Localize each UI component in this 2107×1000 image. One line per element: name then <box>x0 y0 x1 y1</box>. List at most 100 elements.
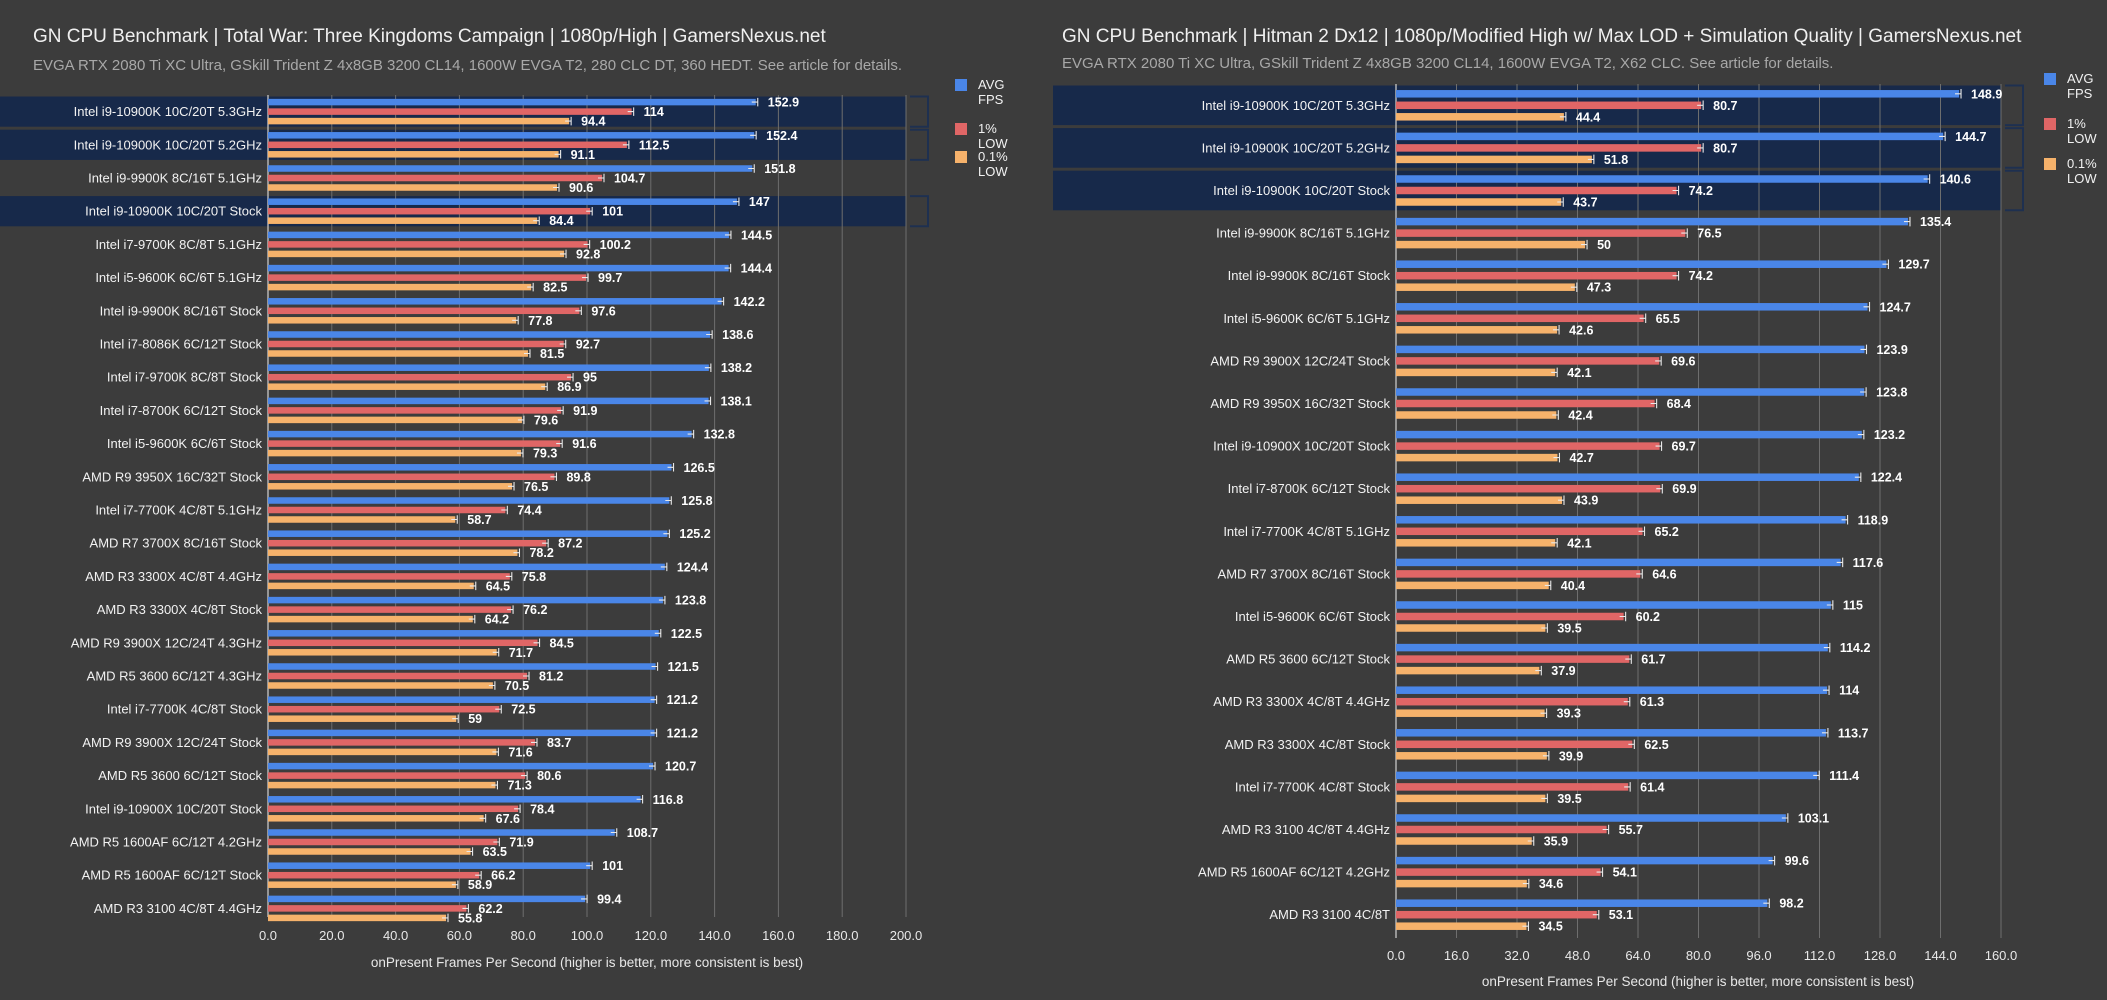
error-bar <box>1592 909 1600 920</box>
data-label: 113.7 <box>1838 726 1869 740</box>
legend-label: 1% LOW <box>978 121 1008 151</box>
bar-avg-fps <box>268 397 709 405</box>
error-bar <box>586 861 593 870</box>
error-bar <box>687 429 695 439</box>
legend-swatch <box>2044 73 2056 85</box>
category-label: Intel i5-9600K 6C/6T 5.1GHz <box>1223 311 1390 326</box>
bar-1-low <box>268 241 588 248</box>
data-label: 103.1 <box>1798 812 1829 826</box>
category-label: AMD R3 3100 4C/8T <box>1269 907 1390 922</box>
data-label: 91.9 <box>573 404 597 418</box>
bar-avg-fps <box>268 198 737 205</box>
bar-0-1-low <box>268 250 565 258</box>
error-bar <box>479 814 487 823</box>
category-label: Intel i7-7700K 4C/8T Stock <box>1235 779 1391 794</box>
data-label: 55.7 <box>1619 823 1643 837</box>
x-tick-label: 100.0 <box>571 928 604 943</box>
bar-1-low <box>1396 868 1601 876</box>
data-label: 34.5 <box>1538 920 1562 934</box>
bar-1-low <box>1396 740 1633 749</box>
chart-subtitle: EVGA RTX 2080 Ti XC Ultra, GSkill Triden… <box>1062 55 1833 72</box>
bar-0-1-low <box>268 217 538 224</box>
category-label: Intel i9-10900X 10C/20T Stock <box>1213 439 1390 454</box>
data-label: 61.3 <box>1640 695 1664 709</box>
data-label: 111.4 <box>1829 769 1859 783</box>
data-label: 61.4 <box>1640 780 1664 794</box>
bar-avg-fps <box>268 762 654 770</box>
bar-0-1-low <box>268 715 457 722</box>
data-label: 80.7 <box>1713 141 1737 155</box>
data-label: 138.2 <box>721 361 752 375</box>
bar-1-low <box>1396 271 1677 280</box>
highlight-bracket <box>910 128 929 161</box>
legend-label-line: LOW <box>978 136 1008 151</box>
data-label: 66.2 <box>491 869 515 883</box>
error-bar <box>1923 174 1931 184</box>
error-bar <box>559 339 567 349</box>
data-label: 39.5 <box>1557 622 1581 636</box>
error-bar <box>1557 495 1565 505</box>
error-bar <box>521 771 528 780</box>
error-bar <box>1672 270 1680 281</box>
x-tick-label: 160.0 <box>1985 948 2018 963</box>
error-bar <box>1763 898 1770 908</box>
error-bar <box>1625 654 1632 664</box>
data-label: 118.9 <box>1858 513 1889 527</box>
data-label: 64.5 <box>486 579 510 593</box>
bar-avg-fps <box>1396 729 1826 737</box>
bar-1-low <box>1396 357 1660 365</box>
bar-0-1-low <box>1396 326 1558 334</box>
bar-1-low <box>1396 186 1677 195</box>
error-bar <box>527 282 534 292</box>
bar-0-1-low <box>1396 581 1549 590</box>
error-bar <box>582 273 589 282</box>
highlight-bracket <box>2005 127 2024 169</box>
bar-0-1-low <box>268 449 521 457</box>
data-label: 112.5 <box>639 138 670 152</box>
error-bar <box>1552 410 1559 420</box>
error-bar <box>1939 131 1946 142</box>
bar-avg-fps <box>1396 260 1887 268</box>
x-tick-label: 200.0 <box>890 928 923 943</box>
data-label: 42.4 <box>1568 409 1592 423</box>
error-bar <box>1542 751 1550 761</box>
data-label: 152.9 <box>768 96 799 110</box>
error-bar <box>654 629 662 638</box>
error-bar <box>542 538 549 548</box>
bar-0-1-low <box>1396 283 1575 291</box>
error-bar <box>1697 143 1704 153</box>
bar-0-1-low <box>268 483 513 490</box>
category-label: AMD R7 3700X 8C/16T Stock <box>1218 566 1391 581</box>
data-label: 142.2 <box>734 295 765 309</box>
bar-1-low <box>268 373 572 381</box>
bar-0-1-low <box>1396 666 1540 675</box>
data-label: 83.7 <box>547 736 571 750</box>
x-tick-label: 48.0 <box>1565 948 1590 963</box>
error-bar <box>1854 472 1862 482</box>
bar-0-1-low <box>268 682 493 689</box>
data-label: 69.9 <box>1672 482 1696 496</box>
x-tick-label: 80.0 <box>511 928 536 943</box>
data-label: 42.1 <box>1567 536 1591 550</box>
error-bar <box>597 173 605 183</box>
category-label: AMD R5 3600 6C/12T 4.3GHz <box>87 669 262 684</box>
error-bar <box>650 695 658 704</box>
category-label: Intel i9-10900K 10C/20T 5.3GHz <box>1202 98 1390 113</box>
data-label: 65.5 <box>1656 312 1680 326</box>
data-label: 144.7 <box>1955 130 1986 144</box>
error-bar <box>1551 367 1558 378</box>
error-bar <box>541 382 548 391</box>
error-bar <box>1570 282 1578 292</box>
data-label: 81.2 <box>539 670 563 684</box>
bar-0-1-low <box>268 781 496 789</box>
bar-avg-fps <box>268 364 709 371</box>
data-label: 39.3 <box>1557 707 1581 721</box>
error-bar <box>523 349 531 358</box>
data-label: 47.3 <box>1587 281 1611 295</box>
data-label: 100.2 <box>600 238 631 252</box>
error-bar <box>475 870 482 880</box>
bar-0-1-low <box>1396 155 1592 164</box>
error-bar <box>1540 708 1548 718</box>
data-label: 148.9 <box>1971 87 2002 101</box>
data-label: 122.5 <box>671 627 702 641</box>
